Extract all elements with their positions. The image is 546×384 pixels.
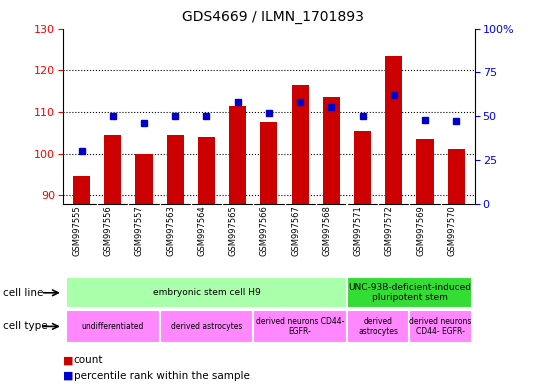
Text: percentile rank within the sample: percentile rank within the sample xyxy=(74,371,250,381)
Bar xyxy=(410,310,472,343)
Bar xyxy=(198,137,215,204)
Text: cell line: cell line xyxy=(3,288,43,298)
Text: derived
astrocytes: derived astrocytes xyxy=(358,317,398,336)
Text: cell type: cell type xyxy=(3,321,48,331)
Bar xyxy=(104,135,121,204)
Bar xyxy=(229,106,246,204)
Bar xyxy=(448,149,465,204)
Text: UNC-93B-deficient-induced
pluripotent stem: UNC-93B-deficient-induced pluripotent st… xyxy=(348,283,471,303)
Bar xyxy=(73,177,90,204)
Bar xyxy=(347,277,472,308)
Text: embryonic stem cell H9: embryonic stem cell H9 xyxy=(152,288,260,297)
Text: count: count xyxy=(74,355,103,365)
Bar xyxy=(167,135,184,204)
Text: derived neurons CD44-
EGFR-: derived neurons CD44- EGFR- xyxy=(256,317,345,336)
Text: GDS4669 / ILMN_1701893: GDS4669 / ILMN_1701893 xyxy=(182,10,364,23)
Bar xyxy=(159,310,253,343)
Bar xyxy=(347,310,410,343)
Bar xyxy=(260,122,277,204)
Bar xyxy=(417,139,434,204)
Text: ■: ■ xyxy=(63,355,73,365)
Text: ■: ■ xyxy=(63,371,73,381)
Bar xyxy=(385,56,402,204)
Bar xyxy=(66,310,159,343)
Text: undifferentiated: undifferentiated xyxy=(81,322,144,331)
Bar xyxy=(323,98,340,204)
Bar xyxy=(135,154,152,204)
Bar xyxy=(292,85,308,204)
Text: derived astrocytes: derived astrocytes xyxy=(171,322,242,331)
Text: derived neurons
CD44- EGFR-: derived neurons CD44- EGFR- xyxy=(410,317,472,336)
Bar xyxy=(354,131,371,204)
Bar xyxy=(253,310,347,343)
Bar xyxy=(66,277,347,308)
